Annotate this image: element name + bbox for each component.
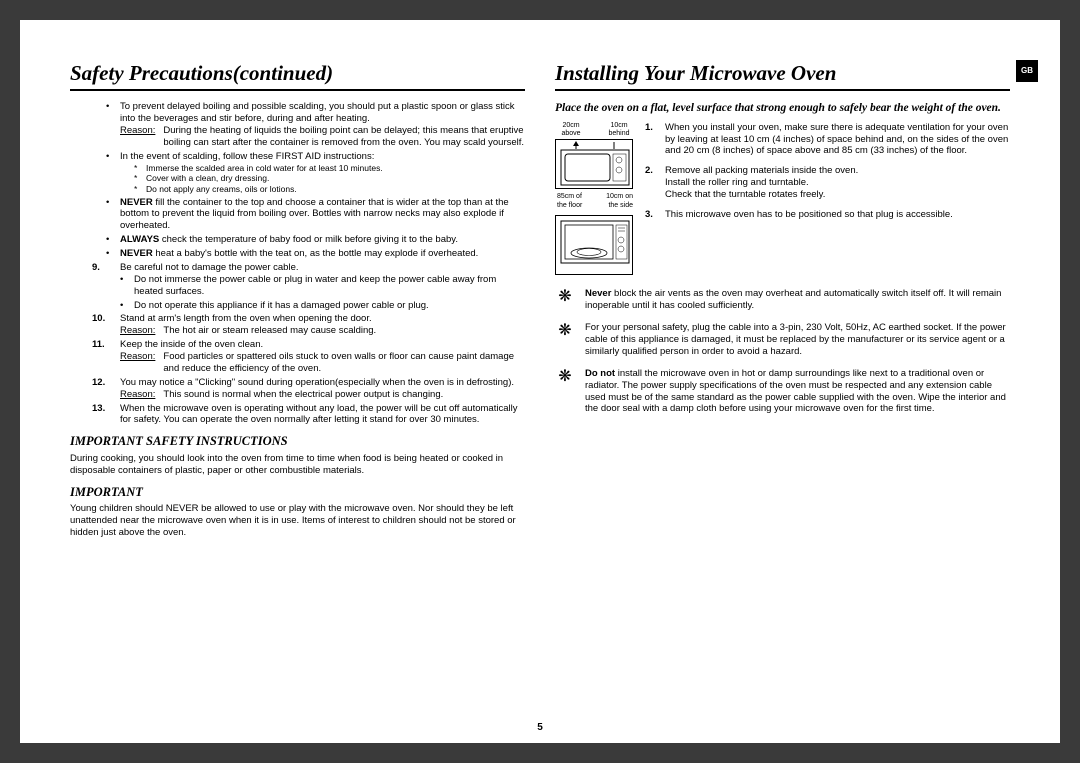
num-label: 12. (92, 377, 105, 389)
reason-text: During the heating of liquids the boilin… (163, 125, 525, 149)
reason-text: Food particles or spattered oils stuck t… (163, 351, 525, 375)
intro-text: Place the oven on a flat, level surface … (555, 101, 1010, 115)
num-label: 9. (92, 262, 100, 274)
step-text: When you install your oven, make sure th… (665, 122, 1008, 157)
para-children: Young children should NEVER be allowed t… (70, 503, 525, 539)
microwave-icon (555, 139, 633, 189)
num-label: 11. (92, 339, 105, 351)
sub-heading-important: IMPORTANT (70, 485, 525, 501)
bullet-rest: check the temperature of baby food or mi… (159, 234, 458, 245)
num-text: Stand at arm's length from the oven when… (120, 313, 372, 324)
diag-label-floor: 85cm of the floor (557, 193, 587, 211)
step-num: 3. (645, 209, 653, 221)
bullet-text: In the event of scalding, follow these F… (120, 151, 374, 162)
step-2: 2. Remove all packing materials inside th… (645, 165, 1010, 201)
num-label: 13. (92, 403, 105, 415)
num-item-13: 13. When the microwave oven is operating… (70, 403, 525, 427)
num-text: Be careful not to damage the power cable… (120, 262, 299, 273)
step-1: 1. When you install your oven, make sure … (645, 122, 1010, 158)
left-column: Safety Precautions(continued) To prevent… (70, 60, 525, 718)
bullet-text: To prevent delayed boiling and possible … (120, 101, 515, 124)
num-label: 10. (92, 313, 105, 325)
bold-word: ALWAYS (120, 234, 159, 245)
num-text: Keep the inside of the oven clean. (120, 339, 263, 350)
sub-bullets: Do not immerse the power cable or plug i… (120, 274, 525, 312)
warn-bold: Never (585, 288, 611, 299)
turntable-icon (555, 215, 633, 275)
step-num: 2. (645, 165, 653, 177)
sub-item: Do not apply any creams, oils or lotions… (134, 184, 525, 195)
para-cooking: During cooking, you should look into the… (70, 453, 525, 477)
clearance-diagram: 20cm above 10cm behind 85cm of the floor… (555, 122, 635, 279)
sub-item: Do not operate this appliance if it has … (120, 300, 525, 312)
diag-label-above: 20cm above (557, 122, 585, 140)
diag-label-behind: 10cm behind (605, 122, 633, 140)
num-item-12: 12. You may notice a "Clicking" sound du… (70, 377, 525, 401)
warning-icon: ❋ (555, 322, 575, 339)
num-item-11: 11. Keep the inside of the oven clean. R… (70, 339, 525, 375)
bullet-item: NEVER fill the container to the top and … (106, 197, 525, 233)
right-column: GB Installing Your Microwave Oven Place … (555, 60, 1010, 718)
diag-label-side: 10cm on the side (599, 193, 633, 211)
gb-tag: GB (1016, 60, 1038, 82)
num-item-9: 9. Be careful not to damage the power ca… (70, 262, 525, 312)
sub-item: Immerse the scalded area in cold water f… (134, 163, 525, 174)
warn-bold: Do not (585, 368, 615, 379)
warn-text: install the microwave oven in hot or dam… (585, 368, 1006, 415)
warning-icon: ❋ (555, 288, 575, 305)
heading-safety: Safety Precautions(continued) (70, 60, 525, 91)
heading-install: Installing Your Microwave Oven (555, 60, 1010, 91)
warning-2: ❋ For your personal safety, plug the cab… (555, 322, 1010, 358)
warning-icon: ❋ (555, 368, 575, 385)
num-text: When the microwave oven is operating wit… (120, 403, 517, 426)
bullet-item: To prevent delayed boiling and possible … (106, 101, 525, 149)
warning-1: ❋ Never block the air vents as the oven … (555, 288, 1010, 312)
page-number: 5 (537, 722, 543, 733)
warning-3: ❋ Do not install the microwave oven in h… (555, 368, 1010, 416)
reason-label: Reason: (120, 125, 155, 149)
numbered-list: 9. Be careful not to damage the power ca… (70, 262, 525, 426)
reason-text: This sound is normal when the electrical… (163, 389, 525, 401)
sub-item: Cover with a clean, dry dressing. (134, 173, 525, 184)
bullet-rest: fill the container to the top and choose… (120, 197, 509, 232)
install-steps: 1. When you install your oven, make sure … (645, 122, 1010, 279)
step-3: 3. This microwave oven has to be position… (645, 209, 1010, 221)
reason-text: The hot air or steam released may cause … (163, 325, 525, 337)
reason-label: Reason: (120, 389, 155, 401)
step-text: This microwave oven has to be positioned… (665, 209, 953, 220)
sub-heading-safety: IMPORTANT SAFETY INSTRUCTIONS (70, 434, 525, 450)
bullet-group-1: To prevent delayed boiling and possible … (70, 101, 525, 260)
step-num: 1. (645, 122, 653, 134)
bullet-rest: heat a baby's bottle with the teat on, a… (153, 248, 479, 259)
bold-word: NEVER (120, 197, 153, 208)
reason-label: Reason: (120, 351, 155, 375)
step-text: Remove all packing materials inside the … (665, 165, 858, 200)
install-block: 20cm above 10cm behind 85cm of the floor… (555, 122, 1010, 279)
warn-text: For your personal safety, plug the cable… (585, 322, 1006, 357)
num-text: You may notice a "Clicking" sound during… (120, 377, 514, 388)
sub-item: Do not immerse the power cable or plug i… (120, 274, 525, 298)
bullet-item: ALWAYS check the temperature of baby foo… (106, 234, 525, 246)
num-item-10: 10. Stand at arm's length from the oven … (70, 313, 525, 337)
manual-page: Safety Precautions(continued) To prevent… (20, 20, 1060, 743)
bullet-item: In the event of scalding, follow these F… (106, 151, 525, 195)
warn-text: block the air vents as the oven may over… (585, 288, 1001, 311)
bold-word: NEVER (120, 248, 153, 259)
sub-bullets: Immerse the scalded area in cold water f… (120, 163, 525, 195)
reason-label: Reason: (120, 325, 155, 337)
bullet-item: NEVER heat a baby's bottle with the teat… (106, 248, 525, 260)
